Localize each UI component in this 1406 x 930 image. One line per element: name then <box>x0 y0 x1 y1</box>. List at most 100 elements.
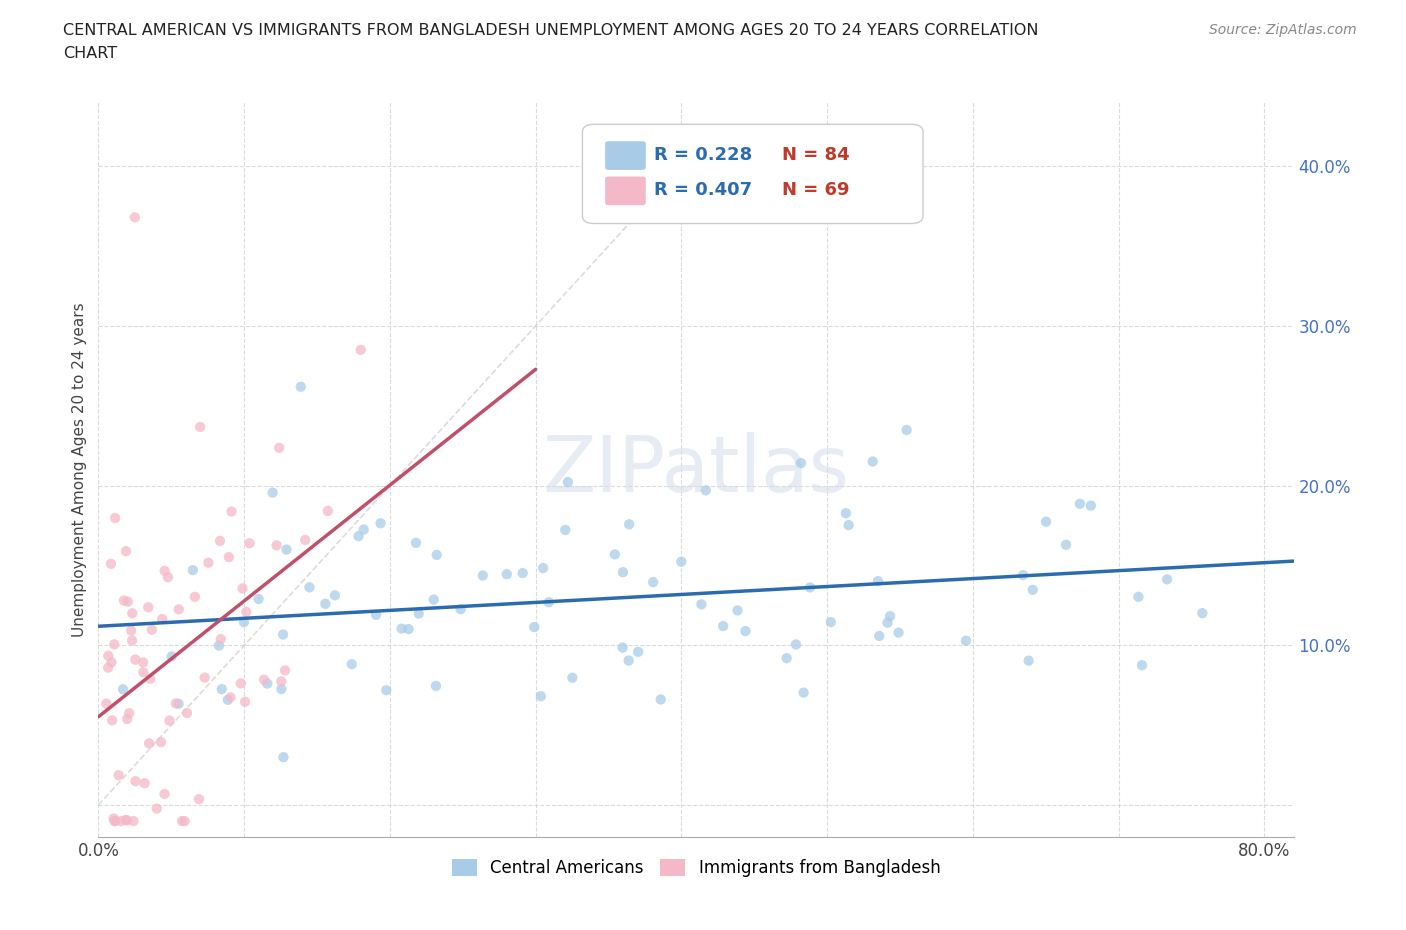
Point <box>471 568 494 583</box>
Point <box>450 602 472 617</box>
Text: R = 0.407: R = 0.407 <box>654 181 752 199</box>
Point <box>734 624 756 639</box>
Point <box>866 574 889 589</box>
Point <box>124 774 146 789</box>
Point <box>112 593 135 608</box>
Point <box>209 631 232 646</box>
Point <box>1035 514 1057 529</box>
Point <box>612 565 634 579</box>
Point <box>835 506 858 521</box>
Point <box>124 210 146 225</box>
Point <box>141 622 163 637</box>
Point <box>132 665 155 680</box>
Point <box>176 706 198 721</box>
Point <box>253 672 276 687</box>
Point <box>862 454 884 469</box>
Text: ZIPatlas: ZIPatlas <box>543 432 849 508</box>
Point <box>107 768 129 783</box>
Point <box>1130 658 1153 672</box>
Point <box>159 713 181 728</box>
Point <box>1156 572 1178 587</box>
Point <box>156 570 179 585</box>
Point <box>617 653 640 668</box>
Point <box>232 581 254 596</box>
Point <box>117 594 139 609</box>
Point <box>391 621 413 636</box>
Point <box>896 422 918 437</box>
Point <box>104 511 127 525</box>
Point <box>266 538 288 552</box>
Point <box>150 735 173 750</box>
Point <box>100 556 122 571</box>
Point <box>103 811 125 826</box>
Point <box>121 605 143 620</box>
Point <box>233 695 256 710</box>
Point <box>256 676 278 691</box>
Point <box>290 379 312 394</box>
Point <box>695 483 717 498</box>
Point <box>347 528 370 543</box>
Point <box>323 588 346 603</box>
Point <box>150 612 173 627</box>
Point <box>188 791 211 806</box>
Point <box>554 523 576 538</box>
Point <box>879 608 901 623</box>
Point <box>727 603 749 618</box>
Point <box>134 776 156 790</box>
Point <box>1012 567 1035 582</box>
Point <box>1069 497 1091 512</box>
FancyBboxPatch shape <box>582 125 922 223</box>
Point <box>271 627 294 642</box>
Point <box>603 547 626 562</box>
Point <box>160 649 183 664</box>
Point <box>153 564 176 578</box>
Point <box>340 657 363 671</box>
Point <box>188 419 211 434</box>
Point <box>316 503 339 518</box>
Point <box>1018 653 1040 668</box>
Point <box>115 711 138 726</box>
Point <box>118 706 141 721</box>
Point <box>276 542 298 557</box>
Point <box>120 623 142 638</box>
Point <box>165 696 187 711</box>
Point <box>153 787 176 802</box>
Point <box>838 518 860 533</box>
Point <box>96 697 118 711</box>
Text: CENTRAL AMERICAN VS IMMIGRANTS FROM BANGLADESH UNEMPLOYMENT AMONG AGES 20 TO 24 : CENTRAL AMERICAN VS IMMIGRANTS FROM BANG… <box>63 23 1039 38</box>
Point <box>115 813 138 828</box>
Point <box>557 474 579 489</box>
Point <box>167 602 190 617</box>
Text: N = 84: N = 84 <box>782 146 849 165</box>
Point <box>530 689 553 704</box>
Point <box>650 692 672 707</box>
Point <box>172 814 194 829</box>
Point <box>197 555 219 570</box>
Point <box>350 342 373 357</box>
Point <box>887 625 910 640</box>
Point <box>104 814 127 829</box>
Point <box>775 651 797 666</box>
Point <box>627 644 650 659</box>
Text: CHART: CHART <box>63 46 117 61</box>
Legend: Central Americans, Immigrants from Bangladesh: Central Americans, Immigrants from Bangl… <box>446 852 946 883</box>
Point <box>537 595 560 610</box>
Point <box>101 713 124 728</box>
Point <box>269 441 291 456</box>
Point <box>124 652 146 667</box>
Point <box>370 516 392 531</box>
Point <box>194 671 217 685</box>
Point <box>314 596 336 611</box>
Text: R = 0.228: R = 0.228 <box>654 146 752 165</box>
Point <box>97 660 120 675</box>
Point <box>364 607 387 622</box>
Point <box>103 814 125 829</box>
Point <box>375 683 398 698</box>
Point <box>425 679 447 694</box>
Text: Source: ZipAtlas.com: Source: ZipAtlas.com <box>1209 23 1357 37</box>
Point <box>219 690 242 705</box>
Point <box>218 550 240 565</box>
Point <box>181 563 204 578</box>
Point <box>955 633 977 648</box>
Point <box>790 456 813 471</box>
